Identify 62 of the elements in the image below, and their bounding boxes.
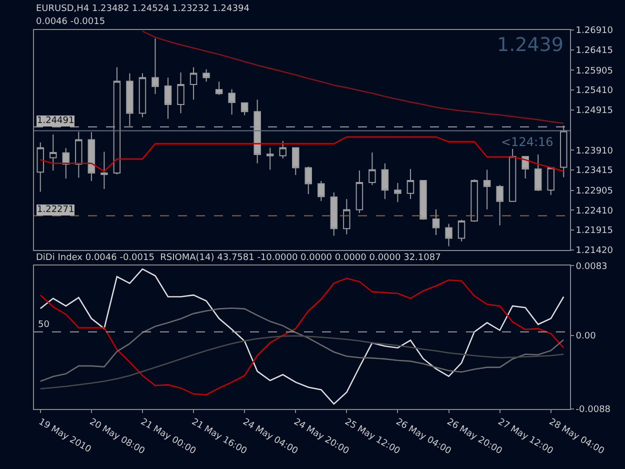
candlestick: [50, 134, 57, 172]
candlestick: [368, 152, 376, 186]
candlestick: [483, 169, 491, 210]
candlestick: [36, 142, 44, 192]
candlestick: [75, 131, 82, 178]
annotation: <124:16: [501, 135, 554, 149]
y-tick-label: 1.25905: [576, 66, 614, 76]
candlestick: [496, 184, 504, 226]
candlestick: [152, 38, 159, 95]
y-tick-label: 0.00: [576, 331, 596, 342]
y-tick-label: 1.26910: [576, 26, 614, 36]
y-tick-label: 1.23415: [576, 166, 614, 176]
candlestick: [343, 198, 350, 235]
chart-title: DiDi Index 0.0046 -0.0015 RSIOMA(14) 43.7581 -10.0000 0.0000 0.0000 0.0000 32.1087: [36, 253, 441, 263]
annotation: 50: [38, 320, 50, 330]
candlestick: [420, 180, 427, 220]
candlestick: [100, 151, 108, 190]
candlestick: [547, 167, 554, 196]
candlestick: [356, 170, 364, 214]
candlestick: [381, 162, 389, 200]
candlestick: [394, 182, 402, 203]
y-tick-label: 0.0083: [576, 262, 608, 272]
candlestick: [292, 147, 300, 176]
candlestick: [279, 140, 286, 160]
y-tick-label: 1.22410: [576, 206, 614, 216]
candlestick: [266, 147, 274, 170]
candlestick: [190, 66, 198, 100]
y-tick-label: 1.25410: [576, 86, 614, 96]
y-tick-label: 1.26415: [576, 46, 614, 56]
y-tick-label: 1.23910: [576, 146, 614, 156]
y-tick-label: 1.22905: [576, 186, 614, 197]
candlestick: [240, 102, 248, 116]
candlestick: [164, 77, 172, 120]
candlestick: [432, 208, 440, 236]
candlestick: [215, 81, 223, 96]
annotation: 1.2439: [497, 34, 564, 56]
y-tick-label: -0.0088: [576, 405, 611, 416]
chart-title: EURUSD,H4 1.23482 1.24524 1.23232 1.24394: [36, 4, 250, 14]
line-series: [40, 136, 564, 172]
candlestick: [458, 219, 466, 242]
candlestick: [202, 68, 210, 82]
candlestick: [138, 72, 146, 118]
y-tick-label: 1.21915: [576, 226, 614, 236]
line-series: [142, 30, 564, 124]
candlestick: [406, 168, 414, 200]
candlestick: [304, 166, 312, 195]
y-tick-label: 1.24915: [576, 106, 614, 116]
candlestick: [508, 148, 516, 202]
candlestick: [177, 72, 184, 114]
text: 0.0046 -0.0015: [36, 17, 106, 27]
candlestick: [534, 154, 542, 192]
y-tick-label: 1.21420: [576, 246, 614, 256]
ref-line-label: 1.24491: [37, 116, 74, 126]
candlestick: [522, 156, 529, 180]
candlestick: [330, 192, 338, 236]
candlestick: [470, 178, 478, 222]
candlestick: [62, 148, 70, 180]
candlestick: [318, 180, 325, 202]
ref-line-label: 1.22271: [37, 205, 74, 215]
candlestick: [445, 223, 452, 247]
candlestick: [228, 88, 236, 115]
candlestick: [88, 132, 96, 182]
